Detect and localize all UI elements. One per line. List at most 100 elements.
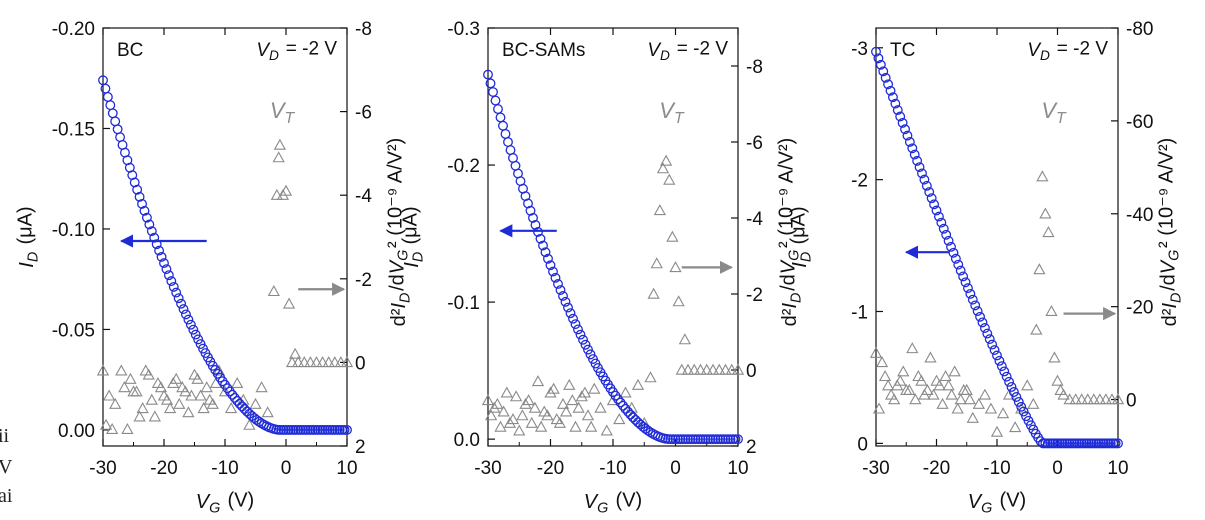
id-point bbox=[1004, 376, 1015, 387]
id-point bbox=[190, 329, 201, 340]
id-point bbox=[1113, 438, 1123, 449]
d2-point bbox=[544, 386, 557, 398]
d2-point bbox=[650, 257, 663, 269]
d2-point bbox=[647, 287, 660, 299]
d2-point bbox=[613, 413, 626, 425]
d2-point bbox=[869, 346, 883, 358]
x-tick-label: 0 bbox=[281, 458, 292, 479]
id-point bbox=[625, 409, 636, 420]
id-point bbox=[970, 300, 981, 311]
d2-point bbox=[675, 363, 688, 375]
d2-point bbox=[115, 364, 128, 376]
d2-point bbox=[951, 402, 964, 414]
d2-point bbox=[118, 381, 131, 393]
d2-point bbox=[903, 383, 916, 395]
d2-point bbox=[619, 386, 632, 398]
d2-point bbox=[1002, 388, 1016, 400]
id-point bbox=[892, 105, 903, 116]
d2-point bbox=[292, 356, 305, 368]
id-point bbox=[538, 240, 548, 251]
d2-point bbox=[678, 333, 692, 345]
y-right-tick-label: 2 bbox=[746, 437, 757, 458]
id-point bbox=[573, 324, 583, 335]
id-point bbox=[878, 66, 889, 77]
chart-panel-bc: -30 -20 -10 0 10-0.20-0.15-0.10-0.050.00-8-6… bbox=[14, 19, 413, 516]
d2-point bbox=[1021, 379, 1034, 391]
d2-point bbox=[972, 397, 985, 409]
id-point bbox=[185, 319, 196, 330]
id-point bbox=[540, 247, 551, 258]
id-point bbox=[700, 434, 711, 445]
clipped-text-1: ii bbox=[0, 425, 10, 447]
d2-point bbox=[182, 406, 195, 418]
d2-point bbox=[334, 356, 348, 368]
d2-point bbox=[136, 402, 149, 414]
id-point bbox=[565, 308, 576, 319]
id-point bbox=[144, 219, 155, 230]
id-point bbox=[232, 395, 243, 406]
d2-point bbox=[875, 356, 889, 368]
d2-point bbox=[148, 410, 161, 422]
y-right-tick-label: -80 bbox=[1126, 19, 1153, 40]
id-point bbox=[555, 285, 566, 295]
id-point bbox=[933, 211, 944, 222]
y-right-tick-label: 0 bbox=[1126, 391, 1137, 412]
id-point bbox=[553, 279, 563, 289]
d2-point bbox=[328, 356, 341, 368]
id-point bbox=[955, 265, 966, 276]
id-point bbox=[628, 412, 638, 423]
d2-point bbox=[194, 389, 207, 401]
id-point bbox=[967, 294, 978, 305]
id-point bbox=[921, 180, 932, 191]
id-point bbox=[580, 339, 591, 350]
id-point bbox=[975, 311, 986, 322]
id-point bbox=[166, 276, 177, 287]
y-right-tick-label: -60 bbox=[1126, 112, 1153, 133]
d2-point bbox=[185, 389, 198, 401]
d2-point bbox=[948, 365, 961, 377]
d2-point bbox=[1105, 393, 1119, 405]
id-point bbox=[134, 191, 145, 202]
id-point bbox=[110, 116, 121, 127]
d2-point bbox=[1009, 421, 1022, 433]
y-right-tick-label: -2 bbox=[746, 285, 763, 306]
d2-point bbox=[133, 410, 146, 422]
id-point bbox=[183, 314, 194, 325]
d2-point bbox=[731, 363, 745, 375]
x-tick-label: 0 bbox=[1052, 458, 1063, 479]
d2-point bbox=[547, 382, 560, 394]
id-point bbox=[718, 434, 728, 445]
id-point bbox=[156, 251, 167, 262]
d2-point bbox=[556, 397, 570, 409]
d2-point bbox=[282, 297, 296, 309]
id-point bbox=[234, 398, 245, 409]
d2-point bbox=[891, 379, 904, 391]
id-point bbox=[690, 434, 701, 445]
d2-point bbox=[224, 402, 238, 414]
id-point bbox=[535, 233, 546, 244]
d2-point bbox=[522, 394, 535, 406]
x-axis-label: VG (V) bbox=[968, 489, 1026, 516]
d2-point bbox=[494, 420, 507, 432]
d2-point bbox=[191, 372, 204, 384]
id-point bbox=[673, 434, 683, 445]
d2-point bbox=[563, 378, 576, 390]
y-right-tick-label: 2 bbox=[355, 437, 366, 458]
id-point bbox=[713, 434, 723, 445]
d2-point bbox=[285, 356, 299, 368]
id-point bbox=[137, 198, 147, 209]
id-point bbox=[239, 404, 250, 414]
y-right-tick-label: -20 bbox=[1126, 298, 1153, 319]
d2-point bbox=[1087, 393, 1100, 405]
id-point bbox=[914, 162, 925, 173]
id-point bbox=[989, 345, 1000, 356]
d2-point bbox=[106, 422, 119, 434]
y-right-tick-label: -40 bbox=[1126, 205, 1153, 226]
d2-point bbox=[145, 393, 158, 405]
y-left-tick-label: 0.0 bbox=[454, 430, 480, 451]
d2-point bbox=[270, 188, 283, 200]
d2-point bbox=[243, 418, 256, 430]
id-point bbox=[943, 235, 954, 246]
d2-point bbox=[984, 402, 998, 414]
id-point bbox=[875, 59, 886, 70]
